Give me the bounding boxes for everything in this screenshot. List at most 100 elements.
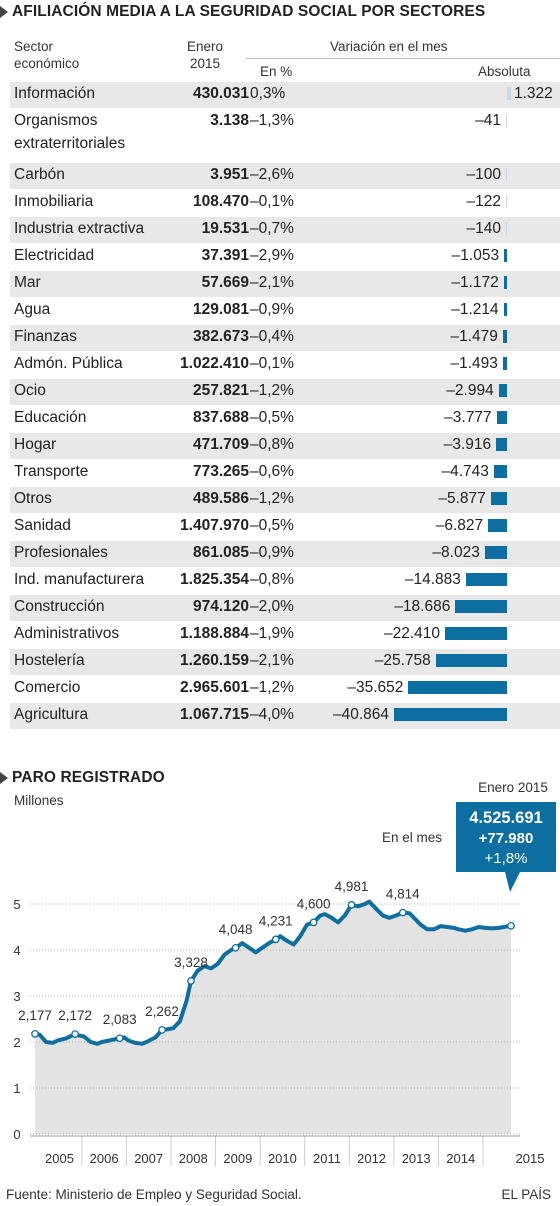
table-row: Profesionales 861.085 –0,9% –8.023 — [10, 541, 560, 567]
table-row: Admón. Pública 1.022.410 –0,1% –1.493 — [10, 352, 560, 378]
row-enero-value: 257.821 — [192, 382, 249, 399]
table-row: Otros 489.586 –1,2% –5.877 — [10, 487, 560, 513]
y-tick-label: 4 — [13, 943, 20, 958]
row-pct-change: –0,1% — [250, 193, 294, 210]
table-row: Transporte 773.265 –0,6% –4.743 — [10, 460, 560, 486]
header-sector: Sector económico — [14, 38, 79, 72]
row-pct-change: –2,6% — [250, 166, 294, 183]
row-sector: Agricultura — [14, 706, 89, 723]
table-row: Agricultura 1.067.715 –4,0% –40.864 — [10, 703, 560, 729]
y-tick-label: 3 — [13, 989, 20, 1004]
abs-change-bar — [503, 276, 507, 289]
callout-pointer — [505, 872, 520, 892]
data-point-marker — [347, 901, 356, 909]
abs-change-label: –1.479 — [450, 328, 498, 345]
abs-change-label: –5.877 — [438, 490, 486, 507]
row-sector: Electricidad — [14, 247, 95, 264]
row-pct-change: –2,1% — [250, 274, 294, 291]
row-enero-value: 57.669 — [201, 274, 249, 291]
row-pct-change: –0,8% — [250, 436, 294, 453]
abs-change-bar — [490, 492, 507, 505]
row-sector: Ind. manufacturera — [14, 571, 145, 588]
row-enero-value: 489.586 — [192, 490, 249, 507]
abs-change-bar — [496, 411, 507, 424]
y-tick-label: 5 — [13, 897, 20, 912]
x-tick-label: 2009 — [223, 1151, 252, 1166]
row-enero-value: 1.407.970 — [180, 517, 249, 534]
row-sector: Organismos extraterritoriales — [14, 112, 126, 152]
row-sector: Transporte — [14, 463, 89, 480]
data-point-label: 2,177 — [18, 1008, 52, 1023]
abs-change-label: 1.322 — [514, 85, 553, 102]
data-point-marker — [271, 935, 280, 944]
series-line — [34, 899, 512, 1046]
row-enero-value: 1.825.354 — [180, 571, 249, 588]
row-sector: Sanidad — [14, 517, 71, 534]
table-row: Sanidad 1.407.970 –0,5% –6.827 — [10, 514, 560, 540]
row-sector: Hogar — [14, 436, 57, 453]
row-pct-change: –1,2% — [250, 382, 294, 399]
abs-change-label: –22.410 — [384, 625, 441, 642]
abs-change-bar — [507, 87, 511, 100]
abs-change-bar — [506, 222, 507, 235]
row-pct-change: –0,5% — [250, 517, 294, 534]
abs-change-bar — [504, 249, 507, 262]
abs-change-label: –25.758 — [374, 652, 431, 669]
row-pct-change: –1,2% — [250, 490, 294, 507]
abs-change-label: –1.214 — [451, 301, 499, 318]
abs-change-bar — [394, 708, 507, 721]
x-tick-label: 2014 — [446, 1151, 475, 1166]
abs-change-label: –6.827 — [435, 517, 484, 534]
table-row: Electricidad 37.391 –2,9% –1.053 — [10, 244, 560, 270]
row-enero-value: 471.709 — [192, 436, 249, 453]
row-sector: Carbón — [14, 166, 65, 183]
abs-change-label: –41 — [475, 112, 501, 129]
row-sector: Ocio — [14, 382, 46, 399]
abs-change-label: –100 — [466, 166, 501, 183]
abs-change-bar — [503, 303, 507, 316]
table-row: Ind. manufacturera 1.825.354 –0,8% –14.883 — [10, 568, 560, 594]
abs-change-bar — [506, 195, 507, 208]
row-enero-value: 129.081 — [192, 301, 249, 318]
row-enero-value: 3.951 — [210, 166, 249, 183]
abs-change-label: –40.864 — [332, 706, 389, 723]
x-tick-label: 2007 — [134, 1151, 163, 1166]
row-sector: Hostelería — [14, 652, 85, 669]
x-tick-label: 2005 — [45, 1151, 74, 1166]
abs-change-bar — [435, 654, 507, 667]
data-point-label: 4,600 — [297, 896, 331, 911]
row-enero-value: 108.470 — [192, 193, 249, 210]
row-pct-change: –0,9% — [250, 544, 294, 561]
row-pct-change: –0,5% — [250, 409, 294, 426]
table-row: Hostelería 1.260.159 –2,1% –25.758 — [10, 649, 560, 675]
abs-change-bar — [502, 330, 507, 343]
row-pct-change: –1,9% — [250, 625, 294, 642]
header-enero-line1: Enero — [186, 39, 224, 54]
row-pct-change: –0,8% — [250, 571, 294, 588]
chart-title-text: PARO REGISTRADO — [12, 769, 165, 786]
data-point-marker — [398, 908, 407, 917]
table-row: Información 430.031 0,3% 1.322 — [10, 82, 560, 108]
row-sector: Educación — [14, 409, 87, 426]
table-row: Administrativos 1.188.884 –1,9% –22.410 — [10, 622, 560, 648]
row-sector: Agua — [14, 301, 51, 318]
abs-change-bar — [465, 573, 507, 586]
row-enero-value: 1.188.884 — [180, 625, 249, 642]
data-point-label: 2,083 — [103, 1012, 137, 1027]
table-row: Ocio 257.821 –1,2% –2.994 — [10, 379, 560, 405]
x-tick-label: 2006 — [90, 1151, 119, 1166]
row-sector: Profesionales — [14, 544, 108, 561]
row-enero-value: 430.031 — [192, 85, 249, 102]
header-variation: Variación en el mes — [330, 39, 448, 54]
chart-ylabel: Millones — [14, 793, 64, 808]
abs-change-label: –3.916 — [443, 436, 492, 453]
row-pct-change: –2,9% — [250, 247, 294, 264]
abs-change-label: –3.777 — [444, 409, 492, 426]
callout-change-pct: +1,8% — [485, 850, 528, 867]
row-pct-change: –2,1% — [250, 652, 294, 669]
abs-change-label: –1.493 — [450, 355, 498, 372]
paro-chart: 0 1 2 3 4 5 2005 2006 2007 2008 2009 2010 2011 2012 20… — [13, 780, 556, 1166]
abs-change-bar — [506, 114, 507, 127]
y-tick-label: 0 — [13, 1127, 20, 1142]
data-point-marker — [231, 943, 240, 952]
